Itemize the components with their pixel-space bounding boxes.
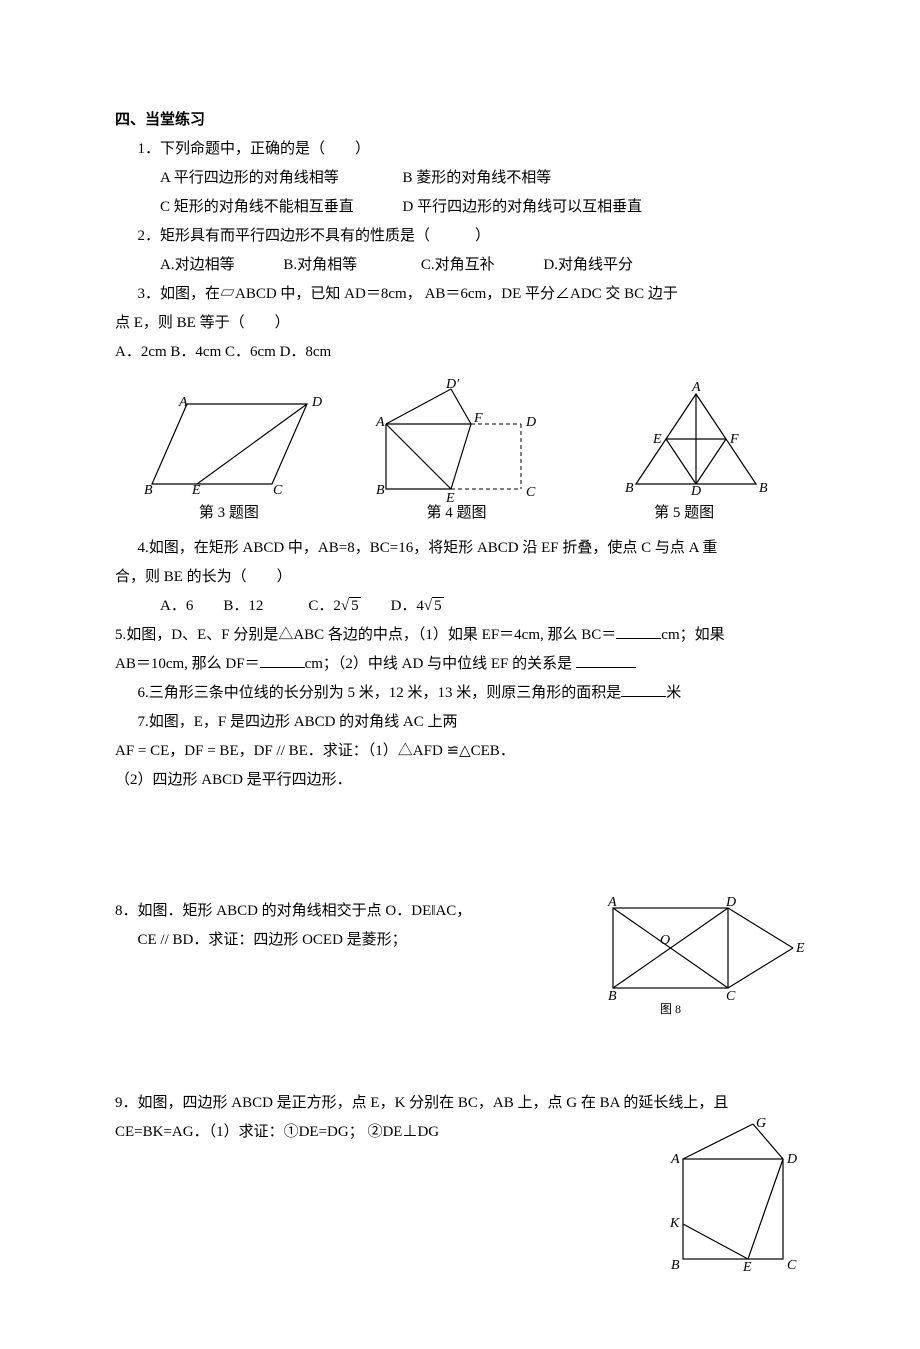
svg-text:C: C [273, 483, 283, 498]
svg-text:A: A [178, 395, 188, 410]
svg-text:B: B [376, 483, 385, 498]
svg-text:B: B [608, 989, 617, 1004]
figures-row: A D B C E D′ A D B C E F A B B D [115, 384, 798, 494]
svg-text:B: B [625, 481, 634, 496]
blank-4[interactable] [621, 682, 666, 697]
q1-stem: 1．下列命题中，正确的是（ ） [115, 136, 798, 163]
q2-optB: B.对角相等 [283, 257, 357, 273]
q3-line1: 3．如图，在▱ABCD 中，已知 AD＝8cm， AB＝6cm，DE 平分∠AD… [115, 281, 798, 308]
figure-9: G A D B C K E [663, 1119, 798, 1279]
q1-optB: B 菱形的对角线不相等 [403, 170, 552, 186]
caption-4: 第 4 题图 [356, 500, 556, 527]
svg-text:E: E [191, 483, 201, 498]
q2-optC: C.对角互补 [421, 257, 495, 273]
q1-optD: D 平行四边形的对角线可以互相垂直 [403, 199, 643, 215]
caption-3: 第 3 题图 [129, 500, 329, 527]
svg-text:A: A [375, 415, 385, 430]
q7-line3: （2）四边形 ABCD 是平行四边形． [115, 767, 798, 794]
figure-8: A D B C O E 图 8 [598, 898, 798, 1018]
blank-2[interactable] [260, 653, 305, 668]
q5-l1a: 5.如图，D、E、F 分别是△ABC 各边的中点，（1）如果 EF＝4cm, 那… [115, 627, 616, 643]
svg-text:C: C [726, 989, 736, 1004]
blank-1[interactable] [616, 624, 661, 639]
svg-text:O: O [660, 933, 670, 948]
q1-row1: A 平行四边形的对角线相等 B 菱形的对角线不相等 [115, 165, 798, 192]
svg-text:A: A [607, 895, 617, 910]
q5-line1: 5.如图，D、E、F 分别是△ABC 各边的中点，（1）如果 EF＝4cm, 那… [115, 622, 798, 649]
svg-text:A: A [670, 1152, 680, 1167]
blank-3[interactable] [576, 653, 636, 668]
q4-opts: A．6 B．12 C．2√5 D．4√5 [115, 593, 798, 620]
figure-3: A D B C E [147, 394, 312, 494]
sqrt-1: √ [341, 598, 349, 614]
q6: 6.三角形三条中位线的长分别为 5 米，12 米，13 米，则原三角形的面积是 米 [115, 680, 798, 707]
q3-line2: 点 E，则 BE 等于（ ） [115, 310, 798, 337]
q4-line1: 4.如图，在矩形 ABCD 中，AB=8，BC=16，将矩形 ABCD 沿 EF… [115, 535, 798, 562]
q2-opts: A.对边相等 B.对角相等 C.对角互补 D.对角线平分 [115, 252, 798, 279]
q4-line2: 合，则 BE 的长为（ ） [115, 564, 798, 591]
svg-text:B: B [144, 483, 153, 498]
svg-text:D: D [690, 484, 701, 499]
q6-tail: 米 [666, 685, 681, 701]
section-title: 四、当堂练习 [115, 107, 798, 134]
figure-8-wrap: A D B C O E 图 8 [598, 898, 798, 1028]
q5-l1b: cm；如果 [661, 627, 724, 643]
q9-block: 9．如图，四边形 ABCD 是正方形，点 E，K 分别在 BC，AB 上，点 G… [115, 1090, 798, 1289]
figure-9-wrap: G A D B C K E [663, 1119, 798, 1289]
q5-l2b: cm；（2）中线 AD 与中位线 EF 的关系是 [305, 656, 576, 672]
svg-text:G: G [756, 1116, 766, 1131]
sqrt-2-val: 5 [432, 597, 444, 615]
q2-optD: D.对角线平分 [543, 257, 633, 273]
svg-text:D: D [525, 415, 536, 430]
svg-text:C: C [787, 1258, 797, 1273]
svg-text:K: K [669, 1216, 680, 1231]
svg-text:D′: D′ [445, 377, 460, 392]
q2-optA: A.对边相等 [160, 257, 235, 273]
sqrt-2: √ [424, 598, 432, 614]
figure-5: A B B D E F [626, 389, 766, 494]
sqrt-1-val: 5 [349, 597, 361, 615]
svg-text:F: F [729, 432, 739, 447]
svg-text:B: B [671, 1258, 680, 1273]
svg-text:图 8: 图 8 [660, 1002, 681, 1016]
svg-text:B: B [759, 481, 768, 496]
q7-line2: AF = CE，DF = BE，DF // BE．求证：（1）△AFD ≌△CE… [115, 738, 798, 765]
svg-text:E: E [795, 941, 805, 956]
q8-block: A D B C O E 图 8 8．如图．矩形 ABCD 的对角线相交于点 O．… [115, 898, 798, 1028]
svg-text:E: E [652, 432, 662, 447]
figure-4: D′ A D B C E F [376, 384, 561, 494]
svg-text:D: D [786, 1152, 797, 1167]
caption-5: 第 5 题图 [584, 500, 784, 527]
q1-optC: C 矩形的对角线不能相互垂直 [160, 199, 354, 215]
q7-line1: 7.如图，E，F 是四边形 ABCD 的对角线 AC 上两 [115, 709, 798, 736]
q1-optA: A 平行四边形的对角线相等 [160, 170, 339, 186]
svg-text:C: C [526, 485, 536, 500]
q4-opts-mid: D．4 [361, 598, 424, 614]
q3-opts: A．2cm B．4cm C．6cm D．8cm [115, 339, 798, 366]
svg-text:A: A [691, 380, 701, 395]
svg-text:E: E [742, 1260, 752, 1275]
q5-line2: AB＝10cm, 那么 DF＝ cm；（2）中线 AD 与中位线 EF 的关系是 [115, 651, 798, 678]
q5-l2a: AB＝10cm, 那么 DF＝ [115, 656, 260, 672]
svg-text:D: D [311, 395, 322, 410]
q1-row2: C 矩形的对角线不能相互垂直 D 平行四边形的对角线可以互相垂直 [115, 194, 798, 221]
q6-text: 6.三角形三条中位线的长分别为 5 米，12 米，13 米，则原三角形的面积是 [138, 685, 622, 701]
q4-opts-prefix: A．6 B．12 C．2 [160, 598, 341, 614]
q9-line1: 9．如图，四边形 ABCD 是正方形，点 E，K 分别在 BC，AB 上，点 G… [115, 1090, 798, 1117]
q2-stem: 2．矩形具有而平行四边形不具有的性质是（ ） [115, 223, 798, 250]
svg-text:F: F [473, 411, 483, 426]
figure-captions: 第 3 题图 第 4 题图 第 5 题图 [115, 500, 798, 527]
svg-text:D: D [725, 895, 736, 910]
